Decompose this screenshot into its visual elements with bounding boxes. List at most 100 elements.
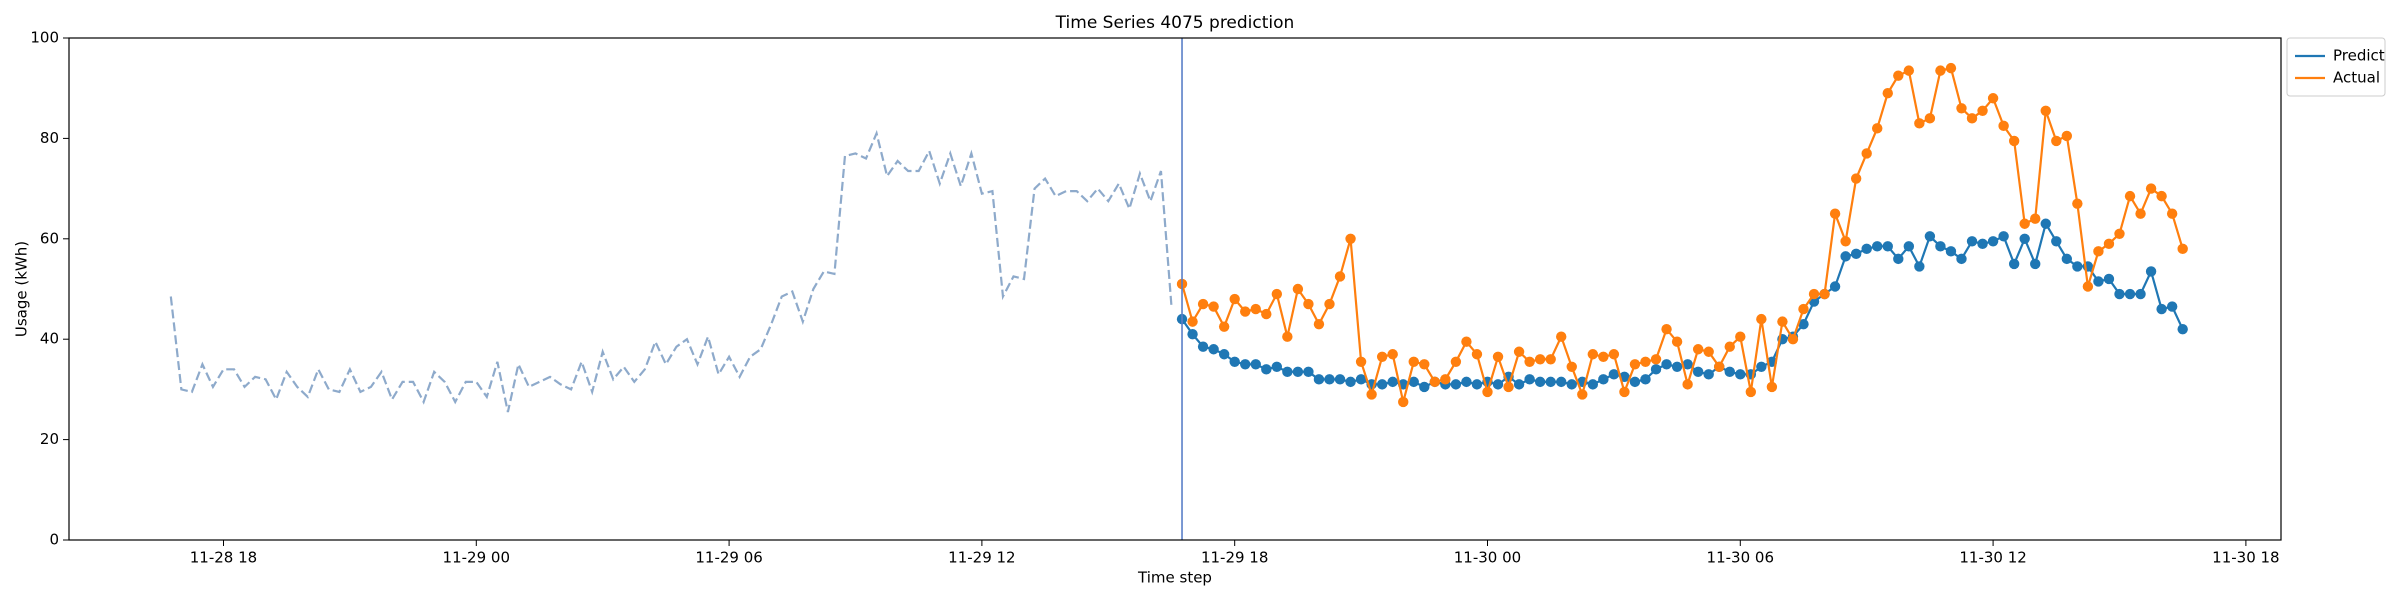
- data-point: [1313, 374, 1325, 385]
- data-point: [1450, 356, 1462, 367]
- data-point: [1872, 123, 1883, 134]
- data-point: [1598, 351, 1609, 362]
- data-point: [1619, 386, 1630, 398]
- plot-frame: [68, 37, 2282, 541]
- data-point: [1282, 331, 1293, 342]
- data-point: [1566, 379, 1577, 390]
- data-point: [2145, 266, 2157, 277]
- data-point: [1208, 344, 1219, 355]
- data-point: [2030, 213, 2041, 224]
- data-point: [1829, 208, 1841, 219]
- data-point: [1556, 331, 1567, 342]
- data-point: [2040, 105, 2051, 116]
- data-point: [1714, 361, 1725, 373]
- data-point: [1577, 389, 1588, 400]
- data-point: [1661, 359, 1672, 370]
- data-point: [1376, 379, 1388, 390]
- data-point: [1956, 103, 1967, 114]
- data-point: [2145, 183, 2157, 194]
- data-point: [1187, 316, 1198, 327]
- data-point: [2114, 228, 2125, 239]
- data-point: [1608, 349, 1620, 360]
- data-point: [1450, 379, 1462, 390]
- data-point: [1482, 386, 1493, 398]
- data-point: [1935, 241, 1946, 252]
- data-point: [1682, 359, 1693, 370]
- data-point: [1787, 334, 1799, 345]
- y-tick-label: 0: [49, 531, 59, 549]
- data-point: [1545, 354, 1556, 365]
- data-point: [1345, 376, 1356, 388]
- data-point: [1303, 298, 1314, 310]
- data-point: [1808, 288, 1820, 300]
- data-point: [1724, 341, 1735, 352]
- data-point: [1893, 253, 1904, 265]
- data-point: [1640, 374, 1651, 385]
- data-point: [1566, 361, 1577, 373]
- data-point: [1587, 349, 1599, 360]
- x-tick-label: 11-30 18: [2212, 549, 2279, 567]
- data-point: [1524, 356, 1535, 367]
- data-point: [1292, 366, 1304, 378]
- data-point: [2061, 130, 2073, 142]
- data-point: [1261, 308, 1272, 320]
- data-point: [1355, 356, 1367, 367]
- data-point: [1261, 364, 1272, 375]
- data-point: [1419, 381, 1430, 393]
- y-tick-label: 60: [40, 229, 59, 247]
- data-point: [1703, 346, 1714, 357]
- data-point: [1640, 356, 1651, 367]
- data-point: [1545, 376, 1556, 388]
- data-point: [1777, 316, 1788, 327]
- y-axis-label: Usage (kWh): [13, 241, 31, 337]
- data-point: [2093, 246, 2104, 257]
- data-point: [1977, 238, 1988, 250]
- data-point: [1408, 376, 1419, 388]
- data-point: [1471, 349, 1483, 360]
- data-point: [1861, 243, 1872, 255]
- y-tick-label: 100: [30, 29, 59, 47]
- data-point: [2135, 208, 2146, 219]
- data-point: [1903, 65, 1915, 76]
- data-point: [2082, 281, 2094, 292]
- data-point: [1513, 346, 1525, 357]
- series-line: [169, 129, 1173, 413]
- data-point: [1671, 361, 1683, 373]
- data-point: [1998, 231, 2009, 242]
- data-point: [1229, 356, 1240, 367]
- data-point: [1819, 288, 1830, 300]
- data-point: [2019, 218, 2030, 229]
- data-point: [1461, 336, 1472, 347]
- data-point: [1692, 344, 1704, 355]
- data-point: [2166, 301, 2178, 312]
- data-point: [1324, 374, 1335, 385]
- data-point: [1682, 379, 1693, 390]
- data-point: [1703, 369, 1714, 380]
- data-point: [1661, 323, 1672, 335]
- data-point: [1461, 376, 1472, 388]
- data-point: [1398, 396, 1409, 408]
- x-tick-label: 11-29 00: [443, 549, 510, 567]
- data-point: [2030, 258, 2041, 270]
- data-point: [1893, 70, 1904, 81]
- data-point: [1735, 369, 1746, 380]
- data-point: [2072, 198, 2083, 209]
- data-point: [1292, 283, 1304, 295]
- x-tick-label: 11-30 06: [1707, 549, 1774, 567]
- data-point: [2008, 258, 2020, 270]
- data-point: [2040, 218, 2051, 229]
- legend-box: [2286, 37, 2386, 97]
- y-tick-label: 40: [40, 330, 59, 348]
- data-point: [1671, 336, 1683, 347]
- data-point: [1745, 386, 1757, 398]
- data-point: [2177, 323, 2188, 335]
- data-point: [1945, 246, 1957, 257]
- data-point: [1956, 253, 1967, 265]
- data-point: [1850, 248, 1862, 260]
- data-point: [2156, 190, 2167, 202]
- data-point: [1998, 120, 2009, 132]
- data-point: [1218, 349, 1230, 360]
- data-point: [1440, 374, 1451, 385]
- data-point: [1524, 374, 1535, 385]
